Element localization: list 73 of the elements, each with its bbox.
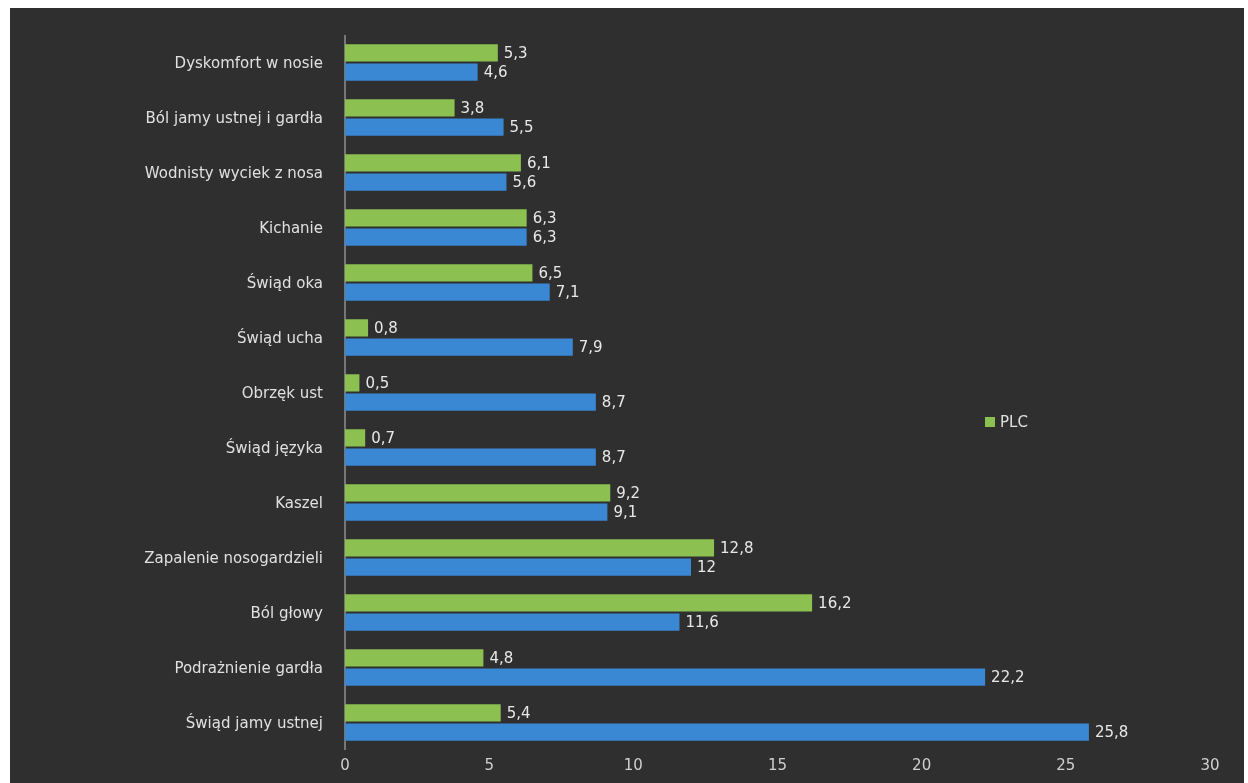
bar [345, 264, 533, 282]
x-tick-label: 5 [484, 756, 494, 774]
x-tick-label: 25 [1056, 756, 1076, 774]
bar [345, 668, 986, 686]
bar [345, 539, 715, 557]
x-tick-label: 0 [340, 756, 350, 774]
data-label: 11,6 [685, 613, 719, 632]
bar [345, 374, 360, 392]
bar [345, 429, 366, 447]
bar [345, 613, 680, 631]
bar [345, 319, 369, 337]
data-label: 0,7 [371, 429, 396, 448]
data-label: 6,3 [532, 209, 557, 228]
data-label: 4,8 [489, 649, 514, 668]
y-tick-label: Podrażnienie gardła [174, 658, 323, 677]
data-label: 5,5 [509, 118, 534, 137]
data-label: 7,1 [555, 283, 580, 302]
data-label: 8,7 [601, 393, 626, 412]
y-tick-label: Zapalenie nosogardzieli [144, 548, 323, 567]
bar [345, 649, 484, 667]
data-label: 5,3 [503, 44, 528, 63]
data-label: 0,8 [374, 319, 398, 338]
bar [345, 228, 527, 246]
y-tick-label: Ból jamy ustnej i gardła [145, 108, 323, 127]
bar [345, 338, 573, 356]
data-label: 5,4 [506, 704, 531, 723]
bar [345, 594, 813, 612]
bar [345, 283, 550, 301]
y-tick-label: Obrzęk ust [241, 383, 324, 402]
data-label: 22,2 [991, 668, 1025, 687]
data-label: 3,8 [460, 99, 485, 118]
bar [345, 448, 596, 466]
y-tick-label: Świąd jamy ustnej [185, 712, 323, 732]
x-tick-label: 15 [767, 756, 788, 774]
data-label: 9,1 [613, 503, 638, 522]
y-tick-label: Kaszel [275, 493, 323, 512]
data-label: 6,5 [538, 264, 563, 283]
x-tick-label: 10 [623, 756, 643, 774]
x-tick-label: 30 [1200, 756, 1220, 774]
x-tick-label: 20 [912, 756, 932, 774]
bar [345, 44, 498, 62]
data-label: 25,8 [1094, 723, 1129, 742]
y-tick-label: Świąd oka [246, 272, 323, 292]
legend-label: PLC [1000, 413, 1028, 432]
y-tick-label: Wodnisty wyciek z nosa [144, 163, 323, 182]
y-tick-label: Dyskomfort w nosie [174, 53, 323, 72]
data-label: 8,7 [601, 448, 626, 467]
data-label: 6,1 [526, 154, 551, 173]
data-label: 9,2 [616, 484, 641, 503]
data-label: 16,2 [818, 594, 852, 613]
y-tick-label: Kichanie [259, 218, 323, 237]
data-label: 12 [697, 558, 717, 577]
data-label: 4,6 [483, 63, 508, 82]
bar [345, 503, 608, 521]
y-tick-label: Świąd języka [225, 437, 323, 457]
bar [345, 484, 611, 502]
bar [345, 209, 527, 227]
bar [345, 99, 455, 117]
bar [345, 558, 691, 576]
bar [345, 63, 478, 81]
bar [345, 173, 507, 191]
bar [345, 393, 596, 411]
data-label: 7,9 [578, 338, 603, 357]
bar [345, 704, 501, 722]
data-label: 5,6 [512, 173, 537, 192]
bar [345, 723, 1089, 741]
bar [345, 118, 504, 136]
y-tick-label: Świąd ucha [237, 327, 323, 347]
bar [345, 154, 521, 172]
y-tick-label: Ból głowy [250, 603, 324, 622]
data-label: 12,8 [720, 539, 754, 558]
data-label: 0,5 [365, 374, 390, 393]
data-label: 6,3 [532, 228, 557, 247]
